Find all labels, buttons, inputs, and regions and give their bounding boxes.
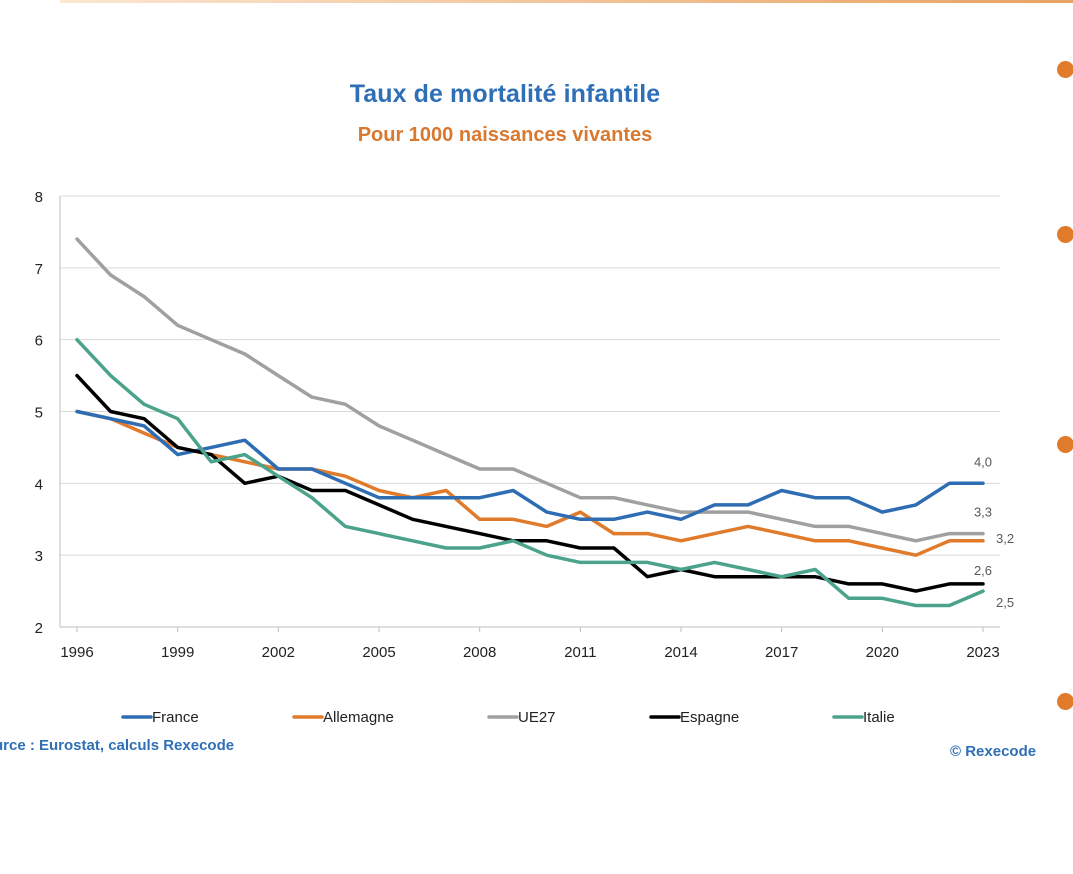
y-tick-label: 8 <box>35 189 43 206</box>
source-note: urce : Eurostat, calculs Rexecode <box>0 737 235 754</box>
copyright-credit: © Rexecode <box>950 743 1037 760</box>
end-value-label: 2,6 <box>974 563 992 578</box>
chart-subtitle: Pour 1000 naissances vivantes <box>357 124 653 146</box>
x-tick-label: 2020 <box>866 644 899 661</box>
y-tick-label: 7 <box>35 261 43 278</box>
legend-entry: Allemagne <box>323 709 394 726</box>
end-value-label: 3,2 <box>996 531 1014 546</box>
y-tick-label: 6 <box>35 333 43 350</box>
legend-entry: Espagne <box>680 709 739 726</box>
legend-entry: Italie <box>863 709 895 726</box>
chart-title: Taux de mortalité infantile <box>349 80 661 108</box>
end-value-label: 3,3 <box>974 505 992 520</box>
series-line-italie <box>75 337 985 608</box>
legend-entry: France <box>152 709 199 726</box>
top-accent-rule <box>60 0 1073 3</box>
series-line-ue27 <box>75 237 985 543</box>
bullet-dot-icon <box>1057 61 1073 78</box>
series-line-france <box>75 409 985 522</box>
end-value-label: 4,0 <box>974 454 992 469</box>
y-tick-label: 3 <box>35 548 43 565</box>
legend-entry: UE27 <box>518 709 556 726</box>
bullet-dot-icon <box>1057 693 1073 710</box>
series-line-espagne <box>75 373 985 593</box>
x-tick-label: 2002 <box>262 644 295 661</box>
y-tick-label: 5 <box>35 405 43 422</box>
x-tick-label: 2023 <box>966 644 999 661</box>
x-tick-label: 1999 <box>161 644 194 661</box>
y-tick-label: 2 <box>35 620 43 637</box>
end-value-label: 2,5 <box>996 595 1014 610</box>
x-tick-label: 1996 <box>60 644 93 661</box>
y-tick-label: 4 <box>35 476 43 493</box>
bullet-dot-icon <box>1057 436 1073 453</box>
x-tick-label: 2005 <box>362 644 395 661</box>
x-tick-label: 2008 <box>463 644 496 661</box>
bullet-dot-icon <box>1057 226 1073 243</box>
x-tick-label: 2017 <box>765 644 798 661</box>
x-tick-label: 2014 <box>664 644 697 661</box>
x-tick-label: 2011 <box>564 644 596 661</box>
